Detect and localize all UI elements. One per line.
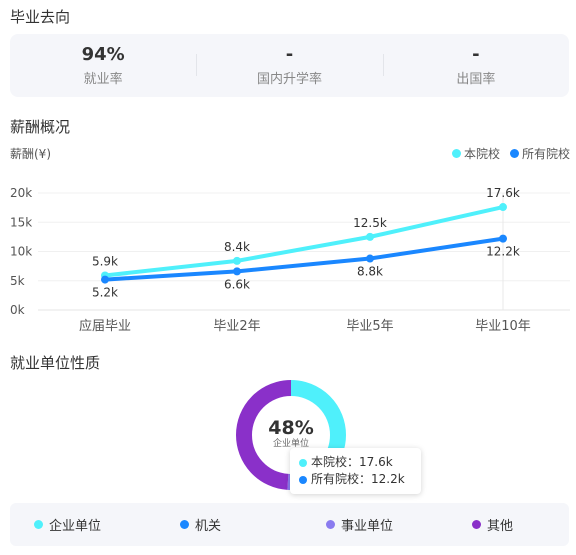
tooltip-row: 所有院校：12.2k: [299, 471, 412, 488]
legend-label: 机关: [195, 519, 222, 534]
salary-overview-title: 薪酬概况: [10, 118, 71, 136]
stat-value: -: [472, 44, 480, 65]
legend-item-all-schools[interactable]: 所有院校: [509, 145, 570, 162]
donut-sub-label: 企业单位: [272, 439, 309, 449]
stat-employment-rate: 94% 就业率: [10, 34, 196, 97]
donut-center: 48% 企业单位: [236, 417, 346, 450]
stat-value: -: [285, 44, 294, 65]
legend-item-public-institution[interactable]: 事业单位: [326, 515, 393, 534]
legend-item-this-school[interactable]: 本院校: [451, 145, 500, 162]
stat-value: 94%: [81, 44, 125, 65]
data-label: 17.6k: [486, 186, 520, 200]
x-tick-label: 应届毕业: [79, 318, 131, 334]
destination-stats-card: 94% 就业率 - 国内升学率 - 出国率: [10, 34, 569, 97]
stat-label: 就业率: [83, 72, 123, 87]
data-point: [499, 234, 507, 243]
data-point: [101, 275, 109, 284]
y-tick-label: 15k: [10, 215, 32, 229]
y-tick-label: 10k: [10, 245, 32, 259]
data-label: 12.2k: [486, 245, 520, 259]
tooltip-row: 本院校：17.6k: [299, 454, 412, 471]
stat-label: 国内升学率: [256, 72, 322, 87]
donut-percent: 48%: [268, 417, 314, 439]
data-label: 5.9k: [92, 254, 118, 268]
tooltip-text: 所有院校：12.2k: [311, 472, 405, 486]
legend-dot: [451, 149, 461, 158]
data-label: 8.8k: [357, 265, 383, 279]
legend-item-other[interactable]: 其他: [472, 515, 513, 534]
y-tick-label: 5k: [10, 274, 25, 288]
y-tick-label: 20k: [10, 186, 32, 200]
series-line: [103, 205, 505, 278]
employer-type-title: 就业单位性质: [10, 354, 101, 372]
legend-label: 本院校: [463, 147, 500, 161]
data-point: [233, 267, 241, 276]
legend-dot: [180, 520, 189, 529]
legend-item-government[interactable]: 机关: [180, 515, 221, 534]
legend-dot: [472, 520, 481, 529]
legend-dot: [326, 520, 335, 529]
legend-label: 事业单位: [341, 519, 394, 534]
tooltip-dot: [299, 475, 307, 484]
stat-study-abroad: - 出国率: [382, 34, 569, 97]
legend-label: 企业单位: [49, 519, 102, 534]
legend-dot: [34, 520, 43, 529]
data-point: [366, 254, 374, 263]
salary-line-chart[interactable]: 0k 5k 10k 15k 20k 应届毕业 毕业2年 毕业5年 毕业10年 5.9k 8.4k 12…: [0, 160, 576, 340]
legend-label: 所有院校: [521, 147, 570, 161]
chart-unit-label: 薪酬(¥): [10, 147, 51, 161]
donut-segment[interactable]: [236, 380, 346, 490]
data-label: 8.4k: [224, 240, 250, 254]
employer-type-legend: 企业单位 机关 事业单位 其他: [10, 503, 569, 546]
graduation-destination-title: 毕业去向: [10, 8, 71, 26]
x-tick-label: 毕业10年: [475, 319, 531, 334]
chart-tooltip: 本院校：17.6k 所有院校：12.2k: [290, 448, 421, 494]
x-tick-label: 毕业2年: [213, 319, 260, 334]
stat-domestic-further-study: - 国内升学率: [196, 34, 382, 97]
y-tick-label: 0k: [10, 303, 25, 317]
tooltip-dot: [299, 458, 307, 467]
stat-label: 出国率: [456, 72, 496, 87]
data-label: 5.2k: [92, 286, 118, 300]
tooltip-text: 本院校：17.6k: [311, 455, 393, 469]
data-point: [366, 232, 374, 241]
legend-label: 其他: [487, 519, 514, 534]
legend-item-enterprise[interactable]: 企业单位: [34, 515, 101, 534]
data-point: [233, 256, 241, 265]
legend-dot: [509, 149, 519, 158]
data-label: 12.5k: [353, 216, 387, 230]
chart-legend: 本院校 所有院校: [451, 145, 570, 162]
x-tick-label: 毕业5年: [346, 319, 393, 334]
data-point: [499, 203, 507, 212]
data-label: 6.6k: [224, 277, 250, 291]
series-line: [103, 236, 505, 282]
